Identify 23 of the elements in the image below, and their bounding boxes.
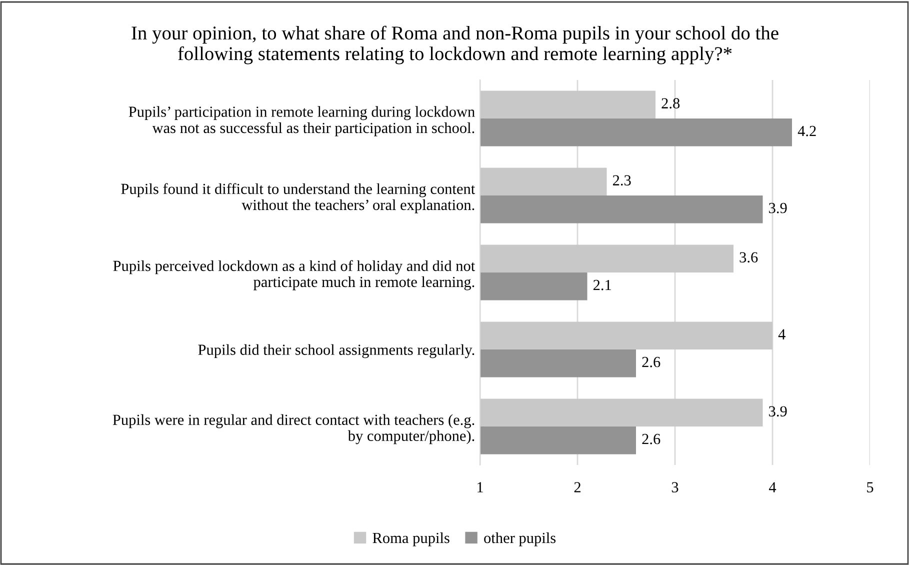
data-label: 2.1 (593, 280, 611, 290)
data-label: 4.2 (798, 126, 816, 136)
data-label: 2.8 (662, 98, 680, 109)
x-tick-label: 3 (672, 482, 678, 492)
y-tick-label: Pupils did their school assignments regularly. (198, 344, 474, 358)
data-label: 2.6 (642, 434, 660, 444)
data-label: 2.3 (612, 175, 631, 186)
y-tick-label: Pupils were in regular and direct contact with teachers (e.g. by computer/phone). (112, 414, 474, 444)
x-tick-label: 5 (867, 482, 874, 492)
y-tick-label: Pupils perceived lockdown as a kind of holiday and did not participate much in remote learning. (113, 260, 476, 290)
y-tick-label: Pupils found it difficult to understand the learning content without the teachers’ oral explanation. (121, 183, 476, 214)
y-tick-label: Pupils’ participation in remote learning during lockdown was not as successful as their participation in school. (128, 106, 475, 136)
data-label: 3.6 (740, 252, 758, 263)
data-label: 4 (778, 329, 786, 340)
data-label: 2.6 (642, 356, 660, 368)
x-tick-label: 2 (574, 482, 580, 492)
legend-label: other pupils (484, 532, 556, 546)
data-label: 3.9 (769, 406, 787, 417)
x-tick-label: 1 (478, 482, 483, 492)
chart-title: In your opinion, to what share of Roma and non-Roma pupils in your school do the following statements relating to lockdown and remote learning apply?* (132, 26, 778, 64)
data-label: 3.9 (769, 202, 787, 214)
x-tick-label: 4 (768, 482, 776, 492)
legend-label: Roma pupils (372, 532, 450, 546)
